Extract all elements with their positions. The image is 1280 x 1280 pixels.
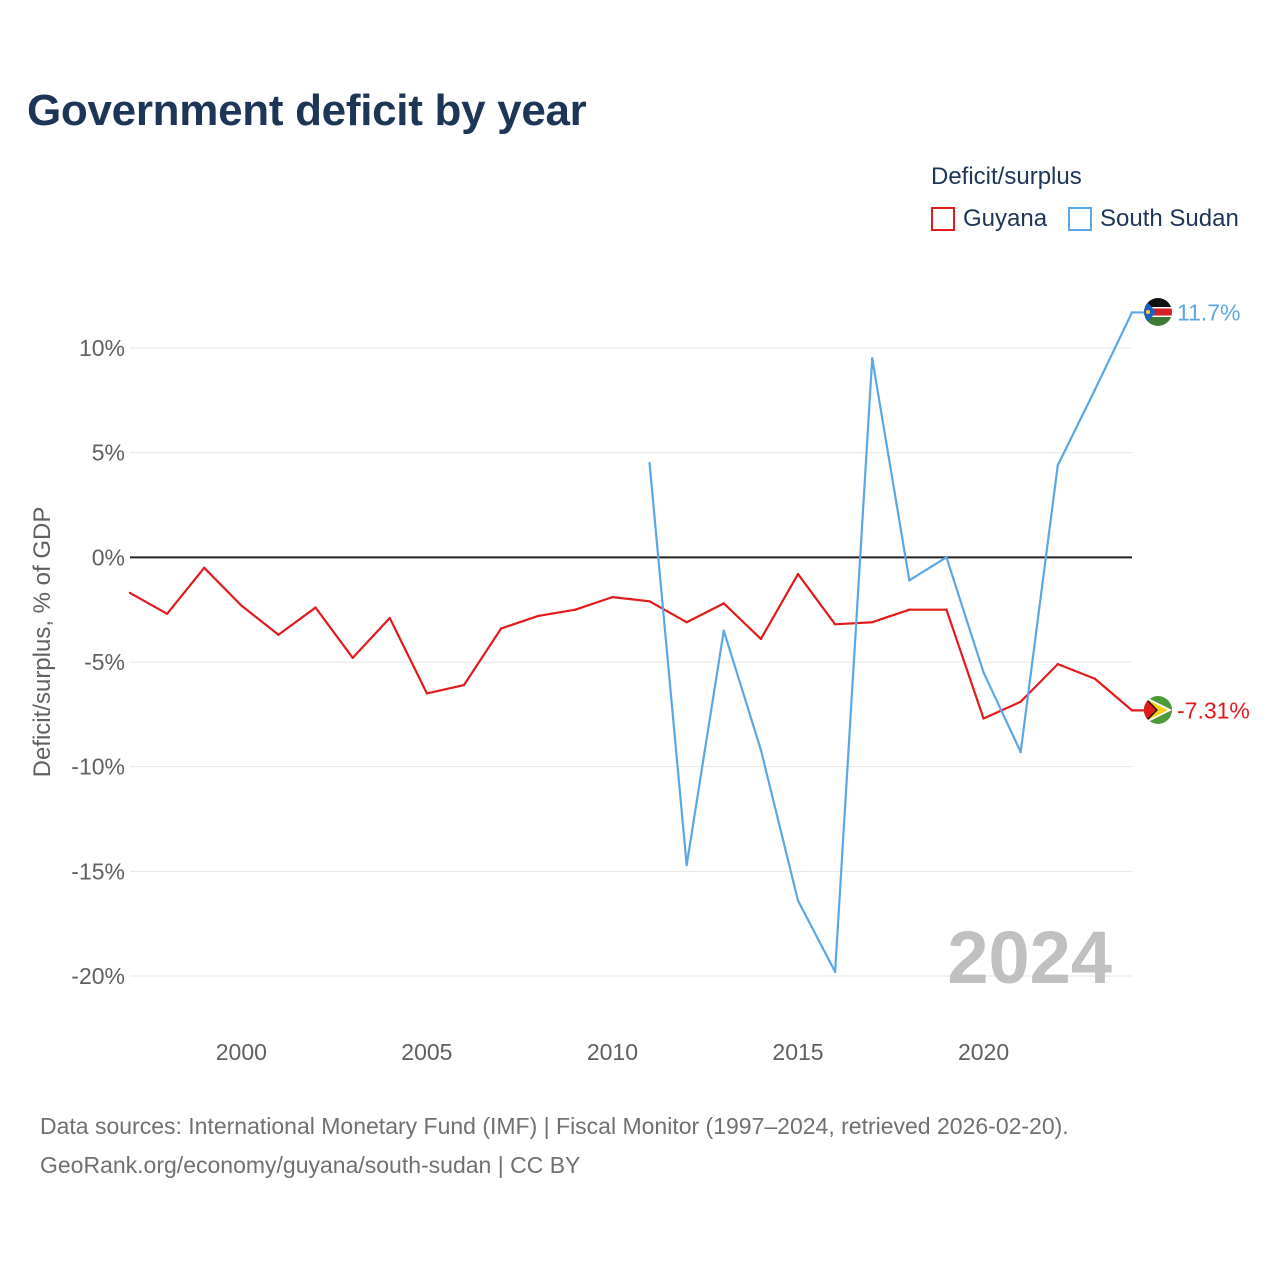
south-sudan-flag-icon	[1144, 298, 1172, 326]
data-point-south-sudan	[982, 671, 985, 674]
series-lines: -7.31% 11.7%	[128, 299, 1250, 974]
legend-label-guyana: Guyana	[963, 205, 1048, 232]
data-point-guyana	[982, 717, 985, 720]
x-axis-ticks: 2000 2005 2010 2015 2020	[216, 1039, 1009, 1065]
x-tick-label: 2000	[216, 1039, 267, 1065]
source-line-1: Data sources: International Monetary Fun…	[40, 1113, 1069, 1139]
data-point-guyana	[499, 627, 503, 630]
gridlines	[130, 347, 1132, 977]
source-line-2[interactable]: GeoRank.org/economy/guyana/south-sudan |…	[40, 1152, 581, 1178]
data-point-guyana	[722, 602, 725, 605]
data-point-guyana	[833, 623, 837, 626]
end-label-guyana: -7.31%	[1177, 697, 1250, 723]
data-point-south-sudan	[648, 461, 651, 465]
y-tick-label: -5%	[84, 649, 125, 675]
data-point-south-sudan	[871, 357, 874, 360]
data-point-guyana	[1130, 709, 1134, 712]
data-point-guyana	[425, 692, 429, 695]
y-axis-label: Deficit/surplus, % of GDP	[29, 507, 56, 778]
data-point-guyana	[314, 606, 317, 609]
year-watermark: 2024	[947, 916, 1112, 999]
data-point-guyana	[1093, 677, 1097, 680]
line-chart: 10%5%0%-5%-10%-15%-20% 2000 2005 2010 2015 2…	[29, 298, 1250, 1065]
y-tick-label: 0%	[92, 544, 125, 570]
data-point-guyana	[1056, 662, 1059, 666]
x-tick-label: 2020	[958, 1039, 1009, 1065]
data-point-guyana	[1019, 700, 1022, 703]
legend-title: Deficit/surplus	[931, 163, 1082, 190]
source-note: Data sources: International Monetary Fun…	[40, 1107, 1069, 1185]
chart-title: Government deficit by year	[27, 86, 587, 135]
legend-item-guyana[interactable]: Guyana	[931, 204, 1047, 234]
legend-swatch-south-sudan	[1068, 207, 1092, 231]
data-point-guyana	[908, 608, 911, 611]
data-point-south-sudan	[685, 863, 688, 867]
x-tick-label: 2005	[401, 1039, 452, 1065]
y-tick-label: 10%	[79, 335, 125, 361]
data-point-south-sudan	[1130, 311, 1134, 314]
data-point-guyana	[388, 616, 391, 620]
x-tick-label: 2010	[587, 1039, 638, 1065]
series-line-south-sudan	[648, 311, 1144, 973]
data-point-guyana	[871, 621, 874, 624]
y-tick-label: 5%	[92, 440, 125, 466]
data-point-guyana	[165, 612, 169, 616]
data-point-guyana	[574, 608, 577, 611]
data-point-guyana	[462, 683, 466, 687]
data-point-guyana	[240, 604, 243, 607]
data-point-guyana	[796, 572, 800, 576]
data-point-guyana	[759, 637, 763, 641]
data-point-south-sudan	[1019, 750, 1022, 754]
data-point-south-sudan	[945, 556, 948, 559]
legend-swatch-guyana	[931, 207, 955, 231]
data-point-south-sudan	[833, 970, 837, 974]
series-line-guyana	[129, 566, 1144, 720]
y-tick-label: -20%	[71, 963, 125, 989]
data-point-south-sudan	[796, 899, 800, 902]
data-point-guyana	[611, 595, 614, 599]
data-point-south-sudan	[722, 629, 725, 632]
legend-item-south-sudan[interactable]: South Sudan	[1068, 204, 1239, 234]
legend-label-south-sudan: South Sudan	[1100, 205, 1239, 232]
data-point-guyana	[128, 591, 132, 595]
guyana-flag-icon	[1144, 696, 1172, 724]
y-tick-label: -15%	[71, 858, 125, 884]
data-point-guyana	[277, 633, 280, 636]
data-point-south-sudan	[1056, 464, 1059, 467]
data-point-guyana	[203, 566, 206, 569]
data-point-south-sudan	[759, 748, 763, 752]
data-point-guyana	[945, 608, 948, 611]
data-point-south-sudan	[908, 579, 911, 582]
data-point-guyana	[537, 614, 540, 618]
data-point-guyana	[685, 621, 688, 624]
data-point-south-sudan	[1093, 388, 1097, 392]
end-label-south-sudan: 11.7%	[1177, 299, 1241, 325]
data-point-guyana	[351, 656, 354, 660]
y-axis-ticks: 10% 5% 0% -5% -10% -15% -20%	[71, 335, 125, 989]
x-tick-label: 2015	[772, 1039, 823, 1065]
data-point-guyana	[648, 600, 651, 603]
y-tick-label: -10%	[71, 754, 125, 780]
